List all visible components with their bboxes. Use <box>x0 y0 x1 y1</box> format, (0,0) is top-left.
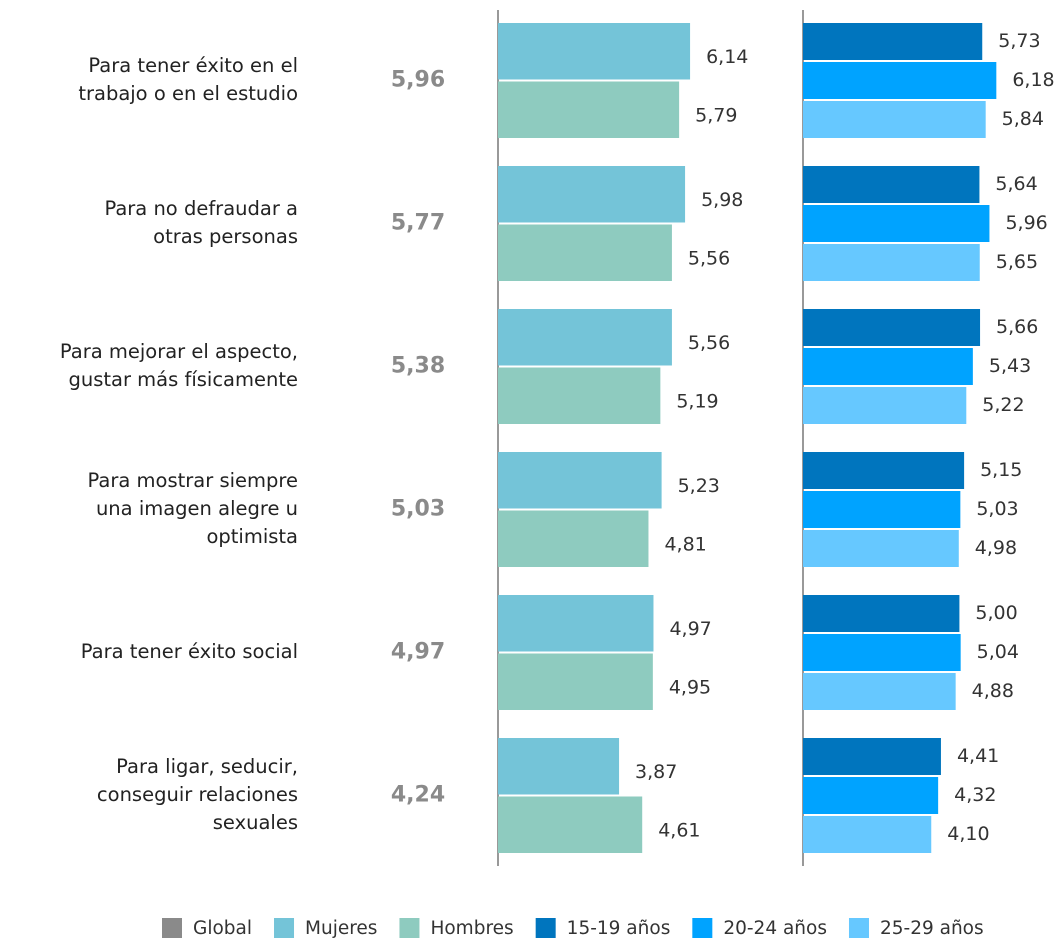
legend-swatch <box>162 918 182 938</box>
bar <box>498 309 672 366</box>
legend-label: Global <box>193 918 252 939</box>
value-label: 5,04 <box>977 641 1019 663</box>
bar <box>498 796 643 853</box>
category-label: optimista <box>206 525 298 548</box>
category-label: una imagen alegre u <box>96 497 298 520</box>
legend-swatch <box>848 918 869 938</box>
legend-swatch <box>274 918 295 938</box>
bar <box>498 595 654 652</box>
bar <box>803 62 997 99</box>
value-label: 4,97 <box>669 618 711 640</box>
category-label: Para tener éxito en el <box>88 54 298 77</box>
value-label: 5,73 <box>998 30 1040 52</box>
global-value: 5,77 <box>391 211 445 236</box>
category-label: Para ligar, seducir, <box>116 755 298 778</box>
bar <box>803 530 959 567</box>
bar <box>803 777 939 814</box>
bar <box>498 653 653 710</box>
bar <box>498 452 662 509</box>
value-label: 5,96 <box>1005 212 1047 234</box>
value-label: 4,98 <box>975 537 1017 559</box>
legend-label: Mujeres <box>305 918 377 939</box>
value-label: 4,88 <box>972 680 1014 702</box>
legend-label: 20-24 años <box>723 918 827 939</box>
bar <box>803 673 956 710</box>
bar <box>498 81 680 138</box>
value-label: 6,14 <box>706 46 748 68</box>
value-label: 5,19 <box>676 390 718 412</box>
bar <box>803 738 941 775</box>
bar <box>498 738 620 795</box>
category-label: Para mejorar el aspecto, <box>60 340 298 363</box>
bar <box>803 595 960 632</box>
bar <box>803 309 981 346</box>
bar <box>803 166 980 203</box>
value-label: 5,43 <box>989 355 1031 377</box>
legend-swatch <box>399 918 420 938</box>
category-label: Para mostrar siempre <box>88 469 298 492</box>
bar <box>498 23 691 80</box>
category-label: conseguir relaciones <box>97 783 298 806</box>
bar <box>803 23 983 60</box>
bar <box>803 634 961 671</box>
bar <box>498 367 661 424</box>
value-label: 5,15 <box>980 459 1022 481</box>
bar <box>803 244 980 281</box>
legend-label: 25-29 años <box>880 918 984 939</box>
value-label: 5,84 <box>1002 108 1044 130</box>
category-label: Para no defraudar a <box>104 197 298 220</box>
bar <box>498 166 686 223</box>
bar <box>803 816 932 853</box>
category-label: trabajo o en el estudio <box>78 82 298 105</box>
value-label: 5,22 <box>982 394 1024 416</box>
value-label: 4,41 <box>957 745 999 767</box>
category-label: otras personas <box>153 225 298 248</box>
global-value: 4,24 <box>391 783 445 808</box>
bar <box>803 452 965 489</box>
global-value: 5,38 <box>391 354 445 379</box>
category-label: sexuales <box>213 811 298 834</box>
value-label: 5,79 <box>695 104 737 126</box>
legend-swatch <box>535 918 556 938</box>
bar <box>803 348 973 385</box>
bar <box>803 205 990 242</box>
bar <box>803 491 961 528</box>
value-label: 5,03 <box>976 498 1018 520</box>
bar <box>498 224 672 281</box>
bar <box>803 387 967 424</box>
value-label: 3,87 <box>635 761 677 783</box>
value-label: 5,23 <box>678 475 720 497</box>
value-label: 5,65 <box>996 251 1038 273</box>
value-label: 5,56 <box>688 247 730 269</box>
value-label: 5,56 <box>688 332 730 354</box>
value-label: 4,61 <box>658 819 700 841</box>
legend-label: Hombres <box>430 918 513 939</box>
bar <box>803 101 986 138</box>
value-label: 6,18 <box>1012 69 1054 91</box>
legend-swatch <box>692 918 713 938</box>
global-value: 5,03 <box>391 497 445 522</box>
value-label: 4,95 <box>669 676 711 698</box>
category-label: gustar más físicamente <box>68 368 298 391</box>
value-label: 5,66 <box>996 316 1038 338</box>
value-label: 5,64 <box>995 173 1037 195</box>
legend-label: 15-19 años <box>567 918 671 939</box>
global-value: 5,96 <box>391 68 445 93</box>
value-label: 5,98 <box>701 189 743 211</box>
global-value: 4,97 <box>391 640 445 665</box>
value-label: 5,00 <box>975 602 1017 624</box>
value-label: 4,81 <box>664 533 706 555</box>
category-label: Para tener éxito social <box>81 640 298 663</box>
value-label: 4,10 <box>947 823 989 845</box>
value-label: 4,32 <box>954 784 996 806</box>
bar <box>498 510 649 567</box>
